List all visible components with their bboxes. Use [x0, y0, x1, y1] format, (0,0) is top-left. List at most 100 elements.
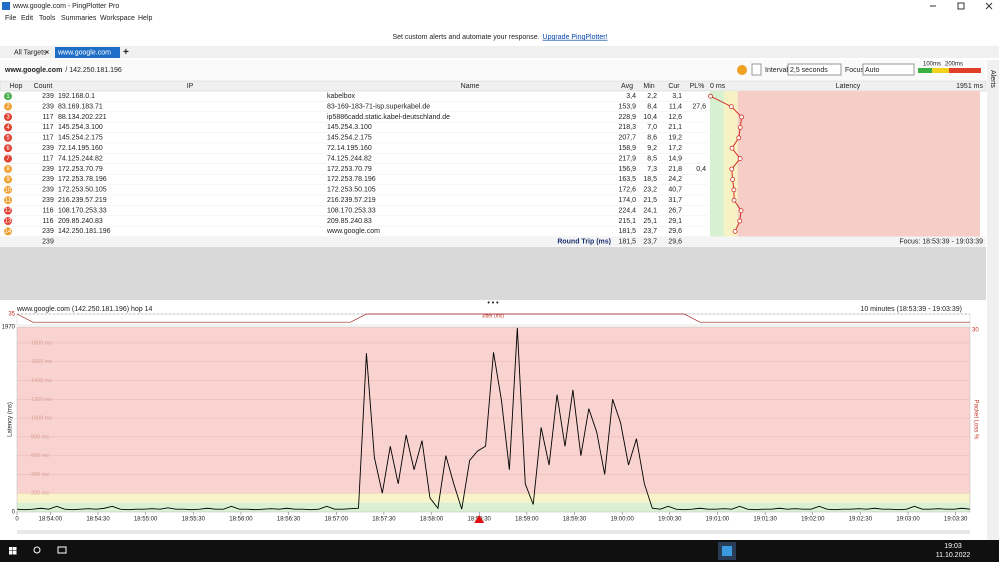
column-header[interactable]: Latency	[836, 83, 861, 90]
column-header[interactable]: Name	[461, 83, 480, 90]
hop-badge	[4, 113, 12, 121]
search-button[interactable]	[33, 546, 41, 554]
hop-badge	[4, 123, 12, 132]
ip: 172.253.70.79	[58, 166, 103, 173]
start-button[interactable]	[9, 547, 13, 551]
graph-range: 10 minutes (18:53:39 - 19:03:39)	[860, 306, 962, 313]
alert-dropdown[interactable]	[751, 63, 762, 76]
jitter-label: Jitter (ms)	[482, 313, 505, 319]
column-header[interactable]: Cur	[668, 83, 680, 90]
min: 9,2	[647, 145, 657, 152]
avg-dot	[729, 166, 735, 172]
zone-green	[17, 502, 970, 512]
start-button-q4[interactable]	[13, 551, 17, 555]
column-header[interactable]: IP	[187, 83, 194, 90]
y-tick-label: 1000 ms	[31, 416, 52, 422]
interval-value: 2,5 seconds	[790, 67, 828, 74]
menu-item[interactable]: Summaries	[61, 15, 97, 22]
cur: 26,7	[668, 207, 682, 214]
tab-all-targets[interactable]: All Targets	[14, 49, 47, 56]
count: 117	[42, 124, 53, 131]
x-tick-label: 19:02:00	[801, 517, 825, 523]
band-red	[737, 91, 980, 237]
cur: 29,1	[668, 218, 682, 225]
start-button-q2[interactable]	[13, 547, 17, 551]
min: 7,0	[647, 124, 657, 131]
x-tick-label: 18:59:30	[563, 517, 587, 523]
ip: 88.134.202.221	[58, 114, 107, 121]
min: 7,3	[647, 166, 657, 173]
avg-dot	[729, 145, 735, 151]
name: ip5886cadd.static.kabel-deutschland.de	[327, 114, 450, 121]
avg-dot	[737, 156, 743, 162]
menu-item[interactable]: Help	[138, 15, 153, 22]
side-panel	[987, 60, 999, 540]
ip: 72.14.195.160	[58, 145, 103, 152]
menu-item[interactable]: Edit	[21, 15, 33, 22]
x-tick-label: 19:02:30	[849, 517, 873, 523]
close[interactable]	[985, 2, 993, 10]
zone-yellow	[17, 493, 970, 503]
app-icon	[2, 2, 10, 10]
summary-label: Round Trip (ms)	[557, 238, 611, 245]
column-header[interactable]: Min	[643, 83, 654, 90]
zone-red	[17, 327, 970, 494]
maximize[interactable]	[957, 2, 965, 10]
count: 239	[42, 103, 54, 110]
count: 117	[42, 135, 53, 142]
name: 145.254.2.175	[327, 135, 372, 142]
y-tick-label: 0	[12, 510, 16, 516]
menu-item[interactable]: File	[5, 15, 16, 22]
threshold-red	[949, 68, 981, 73]
avg-dot	[708, 93, 713, 99]
count: 117	[42, 155, 53, 162]
plot-frame	[16, 326, 971, 513]
column-header[interactable]: PL%	[690, 83, 705, 90]
interval-select[interactable]	[787, 63, 842, 76]
hop-badge	[4, 185, 12, 194]
name: 83-169-183-71-isp.superkabel.de	[327, 103, 430, 110]
upgrade-link[interactable]: Upgrade PingPlotter!	[543, 34, 608, 41]
cur: 11,4	[669, 103, 682, 110]
cur: 14,9	[668, 155, 682, 162]
table-head: Hop Count IP Name Avg Min Cur PL% Latency 0 ms 195…	[10, 83, 984, 90]
x-tick-label: 19:03:00	[896, 517, 920, 523]
ip: 145.254.2.175	[58, 135, 103, 142]
count: 117	[42, 114, 53, 121]
y-tick-label: 1970	[2, 325, 16, 331]
column-header[interactable]: Count	[34, 83, 53, 90]
target-bar	[0, 60, 986, 80]
splitter[interactable]: • • •	[487, 300, 499, 307]
x-tick-label: 19:00:30	[658, 517, 682, 523]
alert-button[interactable]	[737, 65, 747, 75]
menu-item[interactable]: Tools	[39, 15, 56, 22]
avg: 217,9	[618, 155, 636, 162]
threshold-label: 100ms	[923, 62, 941, 68]
clock-date: 11.10.2022	[936, 552, 971, 559]
summary-min: 23,7	[643, 238, 657, 245]
x-tick-label: 18:54:30	[86, 517, 110, 523]
x-tick-label: 19:01:30	[753, 517, 777, 523]
jitter-line	[16, 313, 970, 323]
alerts-tab[interactable]: Alerts	[989, 70, 996, 88]
active-tab[interactable]	[55, 47, 120, 58]
tab-google[interactable]: www.google.com	[57, 49, 111, 56]
hop-number: 14	[5, 229, 12, 235]
column-header[interactable]: Hop	[10, 83, 23, 90]
x-tick-label: 19:00:00	[610, 517, 634, 523]
avg: 156,9	[618, 166, 636, 173]
tab-close[interactable]: ×	[45, 49, 49, 56]
hop-number: 1	[6, 94, 10, 100]
start-button-q3[interactable]	[9, 551, 13, 555]
summary-focus: Focus: 18:53:39 - 19:03:39	[899, 238, 983, 245]
avg-dot	[738, 208, 744, 214]
focus-select[interactable]	[862, 63, 915, 76]
column-header[interactable]: Avg	[621, 83, 633, 90]
x-tick-label: 19:01:00	[706, 517, 730, 523]
new-tab[interactable]: +	[123, 47, 129, 58]
name: 209.85.240.83	[327, 218, 372, 225]
task-view[interactable]	[57, 546, 67, 554]
menu-item[interactable]: Workspace	[100, 15, 135, 22]
ip: 74.125.244.82	[58, 155, 103, 162]
avg: 174,0	[618, 197, 636, 204]
